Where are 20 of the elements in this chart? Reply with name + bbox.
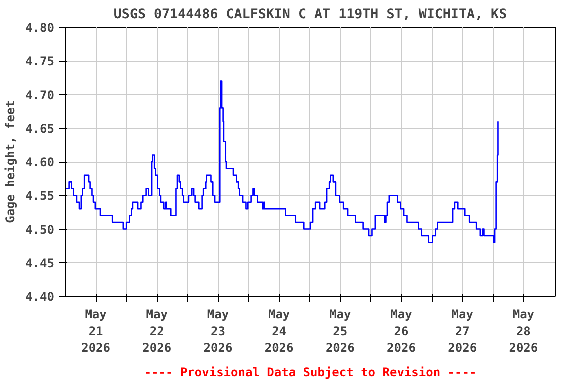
y-tick-label: 4.45	[26, 256, 55, 270]
chart-title: USGS 07144486 CALFSKIN C AT 119TH ST, WICHITA, KS	[114, 8, 508, 22]
y-tick-label: 4.65	[26, 122, 55, 136]
x-tick-label: May 28 2026	[509, 308, 538, 356]
x-tick-label: May 22 2026	[142, 308, 172, 356]
y-tick-label: 4.50	[26, 222, 55, 237]
x-tick-label: May 24 2026	[264, 308, 294, 356]
y-tick-label: 4.75	[26, 54, 55, 69]
x-tick-label: May 21 2026	[82, 308, 110, 356]
y-tick-label: 4.80	[26, 21, 55, 35]
y-tick-label: 4.55	[26, 189, 55, 204]
x-tick-label: May 27 2026	[448, 308, 478, 356]
y-tick-label: 4.70	[26, 88, 55, 102]
x-tick-label: May 25 2026	[326, 308, 355, 356]
x-tick-label: May 26 2026	[387, 308, 416, 356]
y-tick-label: 4.40	[26, 290, 55, 304]
text: ---- Provisional Data Subject to Revision ----	[144, 366, 477, 380]
y-axis-title: Gage height, feet	[4, 100, 18, 224]
x-tick-label: May 23 2026	[204, 308, 233, 356]
y-tick-label: 4.60	[26, 156, 55, 170]
